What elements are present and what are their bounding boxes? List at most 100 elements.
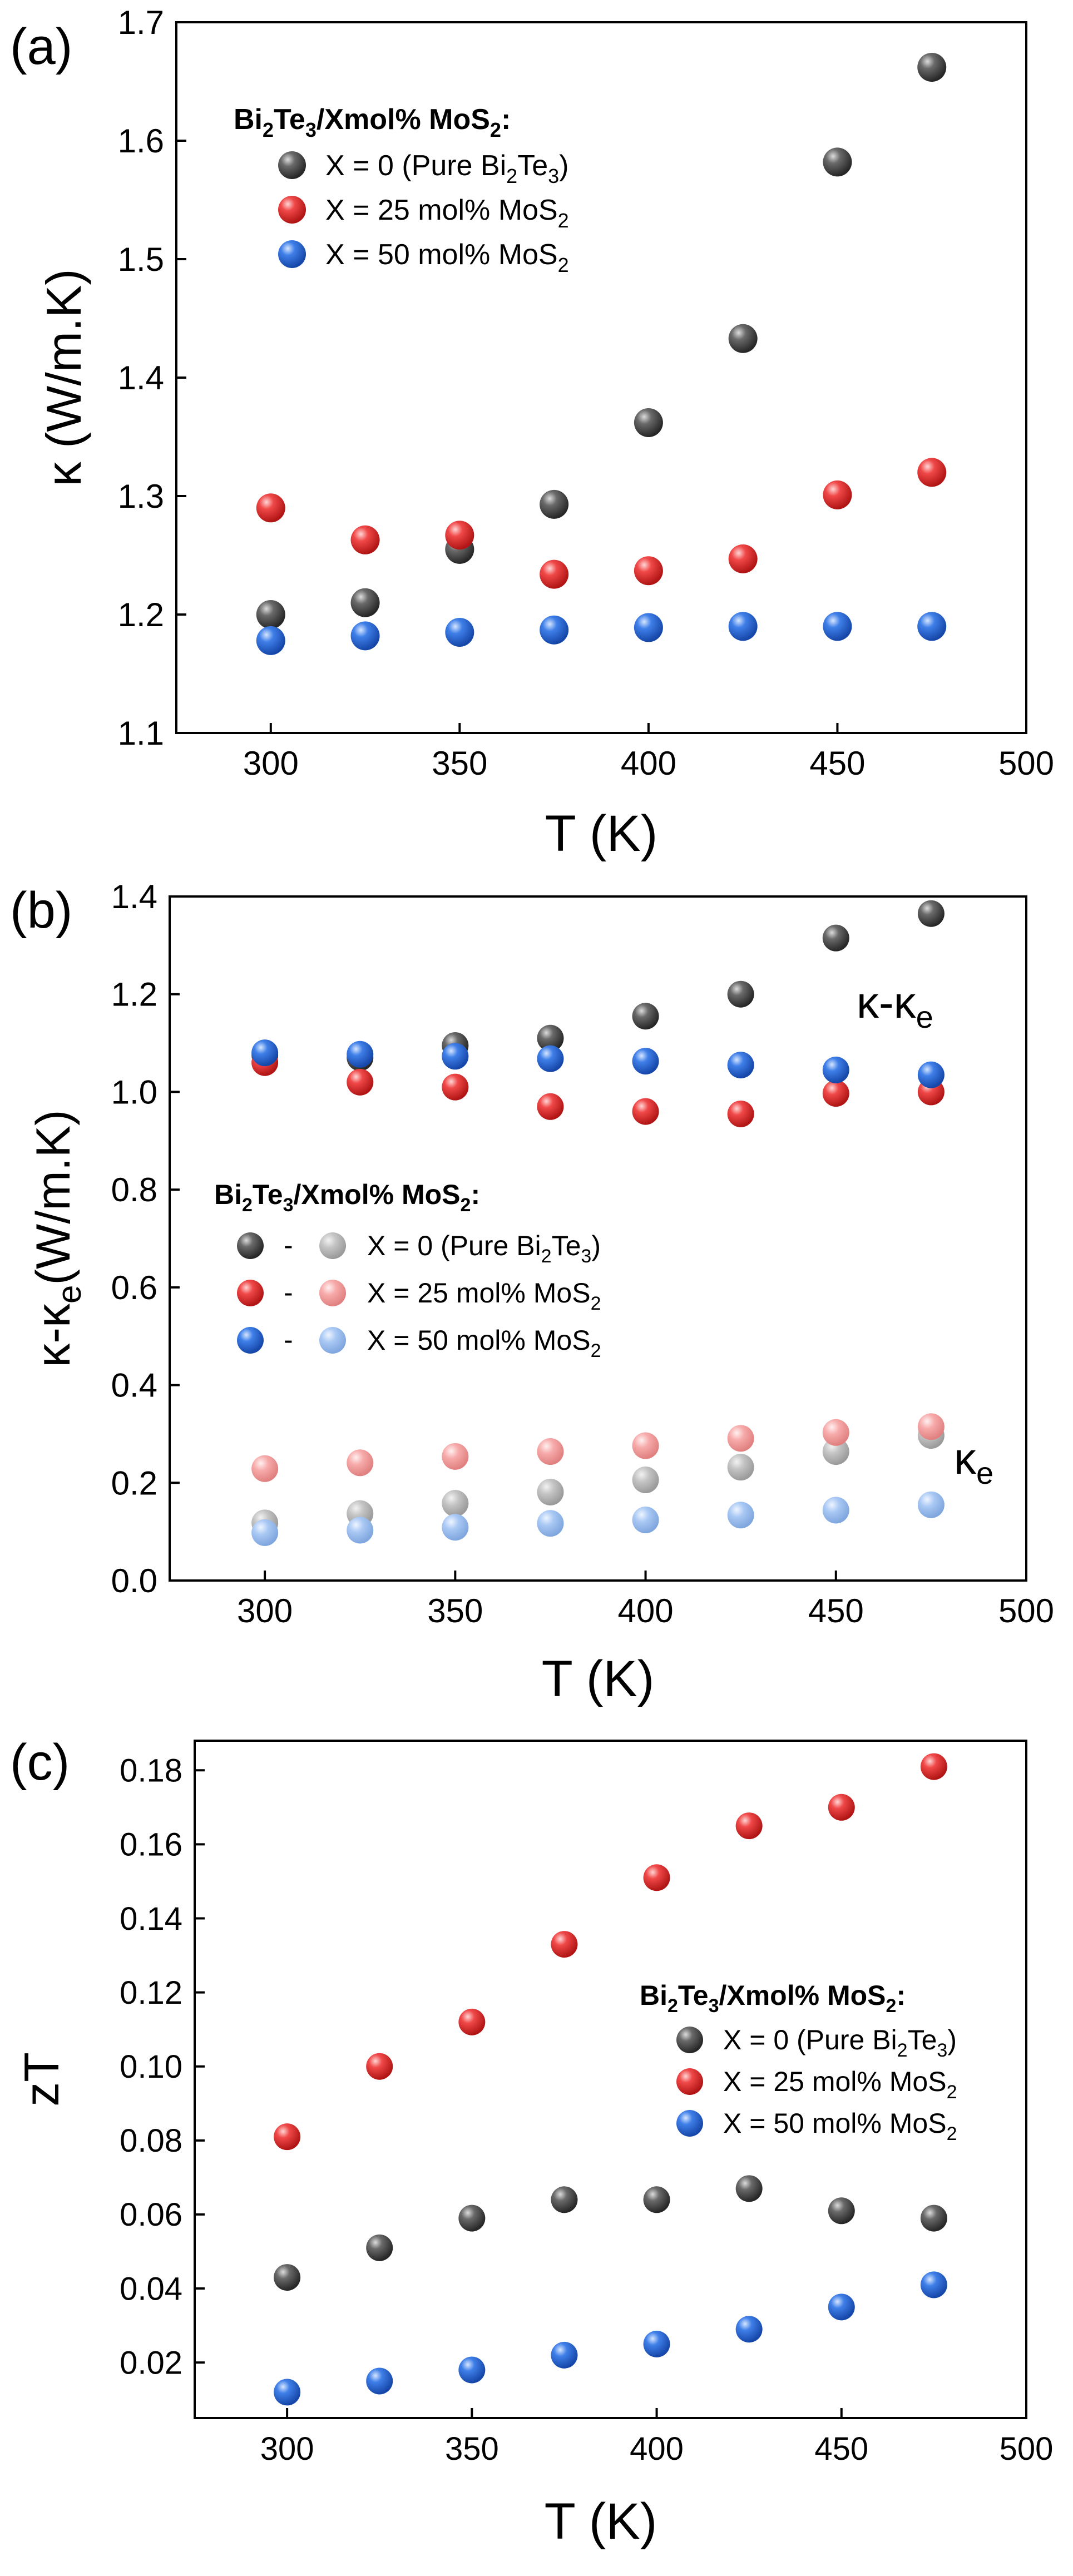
- data-point: [366, 2367, 393, 2395]
- data-point: [442, 1073, 469, 1101]
- data-point: [350, 525, 380, 554]
- x-tick-label: 300: [243, 745, 299, 782]
- y-tick-label: 0.18: [120, 1753, 182, 1789]
- panel-b-legend-label-x0: X = 0 (Pure Bi2Te3): [367, 1230, 601, 1267]
- panel-c-label: (c): [10, 1734, 70, 1791]
- panel-a-legend-label-x50: X = 50 mol% MoS2: [325, 239, 569, 276]
- panel-b-legend-label-x25: X = 25 mol% MoS2: [367, 1277, 601, 1314]
- data-point: [458, 2008, 486, 2035]
- data-point: [823, 147, 852, 177]
- y-tick-label: 0.06: [120, 2197, 182, 2233]
- data-point: [735, 1812, 763, 1840]
- panel-b-legend-dash: -: [284, 1324, 293, 1355]
- x-tick-label: 400: [630, 2431, 684, 2467]
- panel-b: (b) 300 350 400 450 500 0.0 0.2 0.4 0.6 0.8 1.0 1.2…: [10, 878, 1054, 1707]
- panel-a-legend-label-x25: X = 25 mol% MoS2: [325, 194, 569, 232]
- data-point: [442, 1043, 469, 1070]
- y-tick-label: 0.16: [120, 1827, 182, 1863]
- data-point: [822, 1419, 849, 1446]
- data-point: [727, 1502, 754, 1529]
- panel-b-legend-dash: -: [284, 1230, 293, 1261]
- y-tick-label: 1.4: [118, 359, 164, 397]
- x-tick-label: 500: [1000, 2431, 1054, 2467]
- data-point: [643, 1864, 670, 1891]
- y-tick-label: 0.02: [120, 2345, 182, 2381]
- data-point: [727, 1425, 754, 1452]
- panel-a-legend-marker-x0: [278, 151, 306, 179]
- x-tick-label: 500: [998, 745, 1054, 782]
- x-tick-label: 300: [260, 2431, 314, 2467]
- panel-a-legend-title: Bi2Te3/Xmol% MoS2:: [234, 103, 511, 141]
- panel-c-legend-label-x25: X = 25 mol% MoS2: [723, 2066, 957, 2103]
- panel-b-legend-marker-x0-kappa-minus-kappa-e: [237, 1232, 264, 1259]
- y-tick-label: 0.2: [111, 1464, 157, 1502]
- y-tick-label: 1.7: [118, 4, 164, 41]
- panel-c: (c) 300 350 400 450 500 0.02 0.04 0.06 0.08 0.10 0…: [10, 1734, 1053, 2550]
- data-point: [347, 1041, 374, 1068]
- panel-b-legend-marker-x25-kappa-minus-kappa-e: [237, 1280, 264, 1306]
- panel-c-legend-marker-x50: [676, 2110, 703, 2137]
- data-point: [350, 621, 380, 651]
- data-point: [632, 1432, 659, 1459]
- y-tick-label: 1.2: [118, 596, 164, 633]
- data-point: [445, 521, 474, 550]
- data-point: [442, 1490, 469, 1517]
- data-point: [920, 1753, 947, 1780]
- data-point: [251, 1455, 279, 1482]
- data-point: [917, 1061, 945, 1088]
- data-point: [917, 52, 947, 82]
- data-point: [551, 2186, 578, 2213]
- data-point: [540, 489, 569, 519]
- data-point: [920, 2205, 947, 2232]
- data-point: [822, 924, 849, 952]
- panel-b-annotation-kappa-e: κe: [954, 1434, 993, 1490]
- data-point: [632, 1098, 659, 1125]
- panel-a-axis-ticks: 300 350 400 450 500 1.1 1.2 1.3 1.4 1.5 1.6 1.7: [118, 4, 1054, 782]
- data-point: [822, 1438, 849, 1465]
- data-point: [251, 1519, 279, 1546]
- panel-b-frame: [169, 895, 1027, 1582]
- data-point: [537, 1478, 564, 1505]
- y-tick-label: 1.6: [118, 122, 164, 160]
- panel-a-legend-marker-x25: [278, 196, 306, 224]
- data-point: [347, 1068, 374, 1096]
- panel-c-axis-ticks: 300 350 400 450 500 0.02 0.04 0.06 0.08 0.10 0.12 0…: [120, 1753, 1053, 2467]
- panel-b-legend-dash: -: [284, 1277, 293, 1308]
- data-point: [735, 2175, 763, 2202]
- data-point: [442, 1514, 469, 1541]
- data-point: [251, 1039, 279, 1067]
- data-point: [366, 2053, 393, 2080]
- data-point: [634, 613, 663, 642]
- data-point: [828, 2293, 855, 2321]
- panel-a-xlabel: T (K): [545, 805, 658, 862]
- panel-b-xlabel: T (K): [542, 1651, 655, 1707]
- panel-b-legend: Bi2Te3/Xmol% MoS2: - X = 0 (Pure Bi2Te3)…: [214, 1179, 601, 1361]
- data-point: [634, 408, 663, 437]
- x-tick-label: 400: [621, 745, 676, 782]
- data-point: [727, 980, 754, 1008]
- data-point: [256, 493, 285, 523]
- data-point: [728, 544, 758, 573]
- panel-c-legend-marker-x0: [676, 2027, 703, 2053]
- panel-b-annotation-kappa-minus-kappa-e: κ-κe: [857, 978, 933, 1034]
- panel-c-frame: [194, 1740, 1027, 2419]
- data-point: [458, 2356, 486, 2384]
- data-point: [632, 1467, 659, 1494]
- data-point: [917, 900, 945, 927]
- panel-c-xlabel: T (K): [545, 2493, 657, 2550]
- data-point: [632, 1003, 659, 1030]
- data-point: [350, 588, 380, 617]
- panel-a: (a) 300 350 400 450 500 1.1 1.2 1.3 1.4 1.5 1.6 1.7…: [10, 4, 1054, 862]
- x-tick-label: 450: [809, 745, 865, 782]
- data-point: [540, 615, 569, 645]
- x-tick-label: 350: [427, 1592, 483, 1629]
- data-point: [920, 2271, 947, 2298]
- data-point: [634, 556, 663, 586]
- y-tick-label: 0.12: [120, 1975, 182, 2011]
- data-point: [537, 1024, 564, 1052]
- y-tick-label: 0.04: [120, 2271, 182, 2307]
- panel-b-label: (b): [10, 882, 72, 939]
- panel-b-legend-title: Bi2Te3/Xmol% MoS2:: [214, 1179, 480, 1216]
- x-tick-label: 450: [808, 1592, 864, 1629]
- data-point: [735, 2316, 763, 2343]
